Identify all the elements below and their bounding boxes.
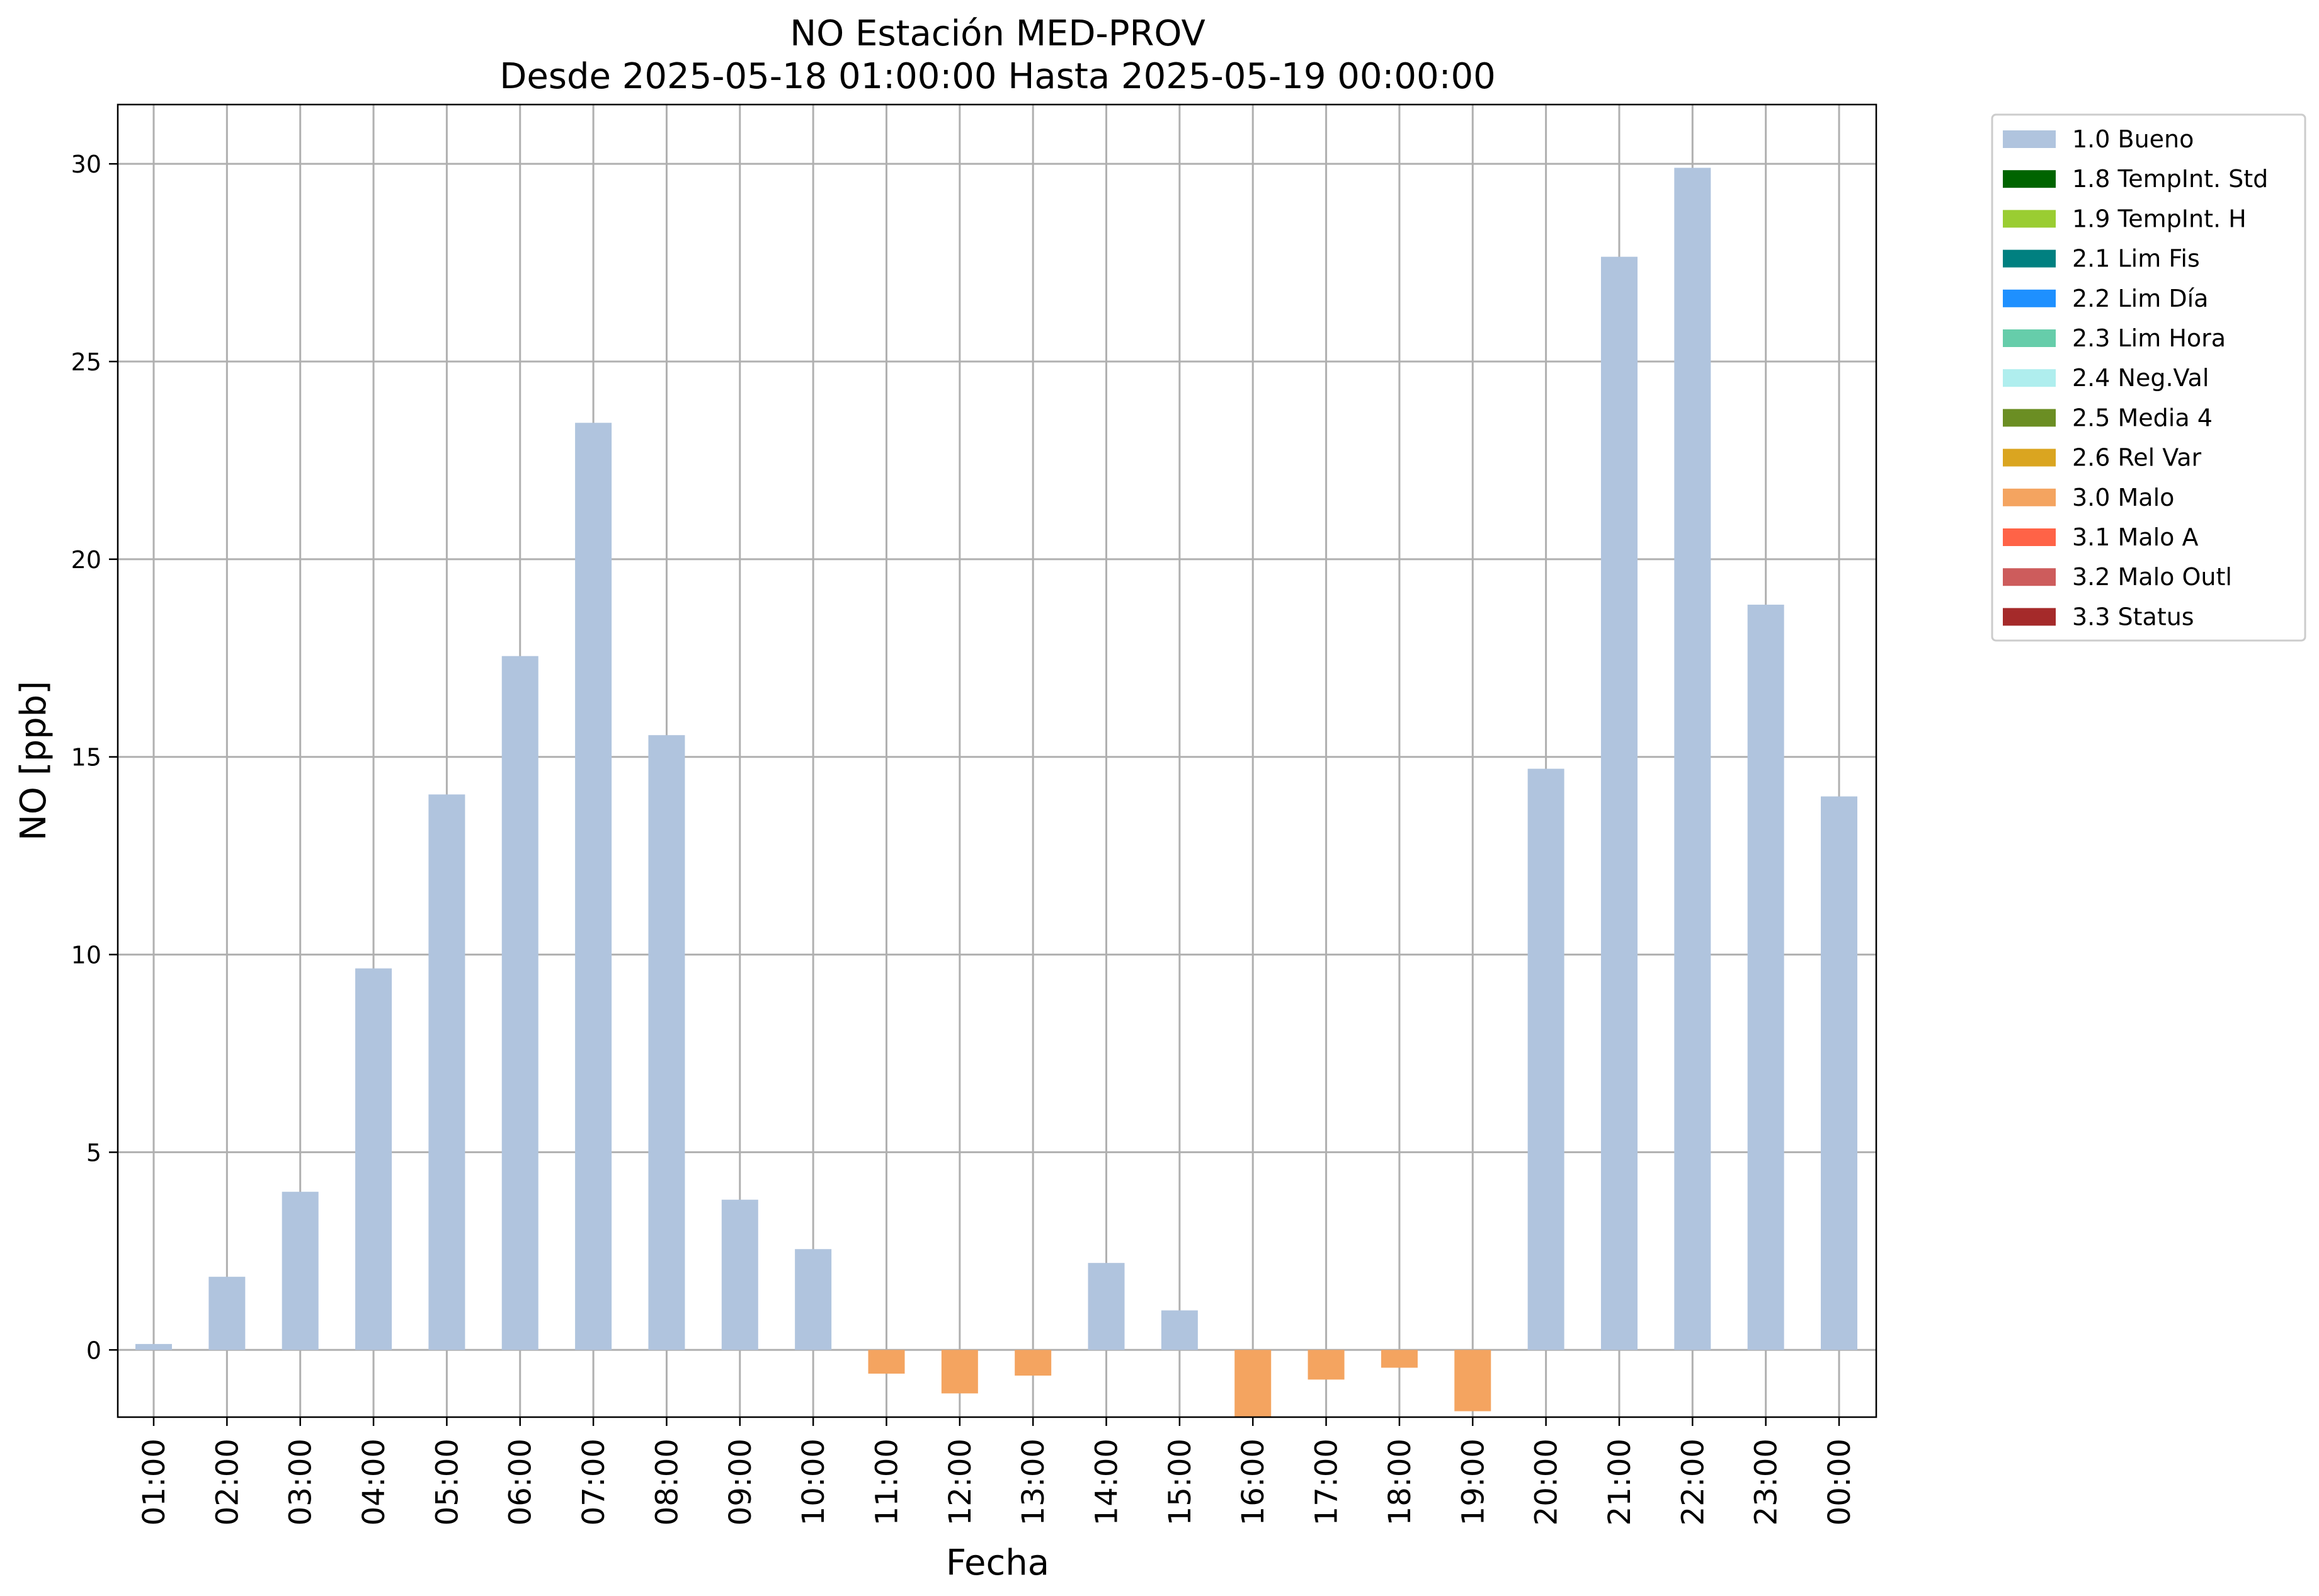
legend-label: 3.2 Malo Outl: [2072, 563, 2232, 591]
y-tick-label: 10: [71, 942, 101, 969]
x-tick-label: 02:00: [210, 1439, 245, 1525]
bar-11:00: [868, 1350, 905, 1374]
bar-02:00: [208, 1277, 246, 1350]
x-tick-label: 01:00: [137, 1439, 172, 1525]
legend-items: 1.0 Bueno 1.8 TempInt. Std 1.9 TempInt. H 2…: [2003, 125, 2268, 630]
bar-22:00: [1674, 168, 1711, 1350]
x-tick-label: 13:00: [1016, 1439, 1051, 1525]
bar-07:00: [575, 423, 612, 1350]
legend-swatch: [2003, 409, 2056, 427]
x-tick-label: 23:00: [1749, 1439, 1784, 1525]
legend-swatch: [2003, 170, 2056, 188]
bar-04:00: [355, 968, 392, 1350]
bar-05:00: [428, 794, 465, 1350]
y-tick-label: 25: [71, 348, 101, 376]
legend-swatch: [2003, 249, 2056, 268]
x-tick-label: 04:00: [356, 1439, 392, 1525]
bar-21:00: [1600, 256, 1638, 1350]
x-tick-label: 19:00: [1456, 1439, 1491, 1525]
x-tick-label: 00:00: [1822, 1439, 1857, 1525]
plot-frame: [117, 103, 1877, 1418]
legend-label: 2.6 Rel Var: [2072, 444, 2202, 472]
legend-label: 3.3 Status: [2072, 603, 2194, 630]
legend-swatch: [2003, 448, 2056, 467]
x-tick-label: 12:00: [943, 1439, 978, 1525]
x-tick-label: 20:00: [1529, 1439, 1564, 1525]
legend-swatch: [2003, 369, 2056, 387]
chart-title: NO Estación MED-PROV: [790, 13, 1205, 54]
bar-09:00: [721, 1199, 758, 1350]
bar-20:00: [1527, 768, 1564, 1350]
x-tick-label: 11:00: [869, 1439, 904, 1525]
legend: 1.0 Bueno 1.8 TempInt. Std 1.9 TempInt. H 2…: [1991, 113, 2306, 642]
legend-label: 2.3 Lim Hora: [2072, 324, 2226, 352]
chart-subtitle: Desde 2025-05-18 01:00:00 Hasta 2025-05-…: [499, 56, 1496, 97]
legend-label: 1.8 TempInt. Std: [2072, 165, 2268, 193]
x-tick-label: 21:00: [1602, 1439, 1638, 1525]
x-tick-label: 08:00: [649, 1439, 685, 1525]
y-tick-label: 20: [71, 546, 101, 574]
legend-label: 2.5 Media 4: [2072, 404, 2213, 431]
bar-00:00: [1821, 796, 1857, 1350]
bar-08:00: [648, 735, 685, 1350]
legend-swatch: [2003, 568, 2056, 586]
legend-label: 3.1 Malo A: [2072, 523, 2198, 551]
bar-19:00: [1454, 1350, 1491, 1411]
y-tick-label: 30: [71, 151, 101, 178]
bar-06:00: [501, 656, 538, 1350]
y-axis-ticks: 0 5 10 15 20 25 30: [71, 151, 118, 1364]
legend-swatch: [2003, 210, 2056, 228]
x-tick-label: 22:00: [1675, 1439, 1711, 1525]
bar-15:00: [1161, 1310, 1198, 1350]
bars: [135, 168, 1857, 1417]
legend-label: 3.0 Malo: [2072, 484, 2174, 511]
legend-label: 2.2 Lim Día: [2072, 285, 2208, 312]
legend-swatch: [2003, 608, 2056, 626]
x-tick-label: 10:00: [796, 1439, 831, 1525]
legend-frame: [1991, 113, 2306, 642]
y-axis-label: NO [ppb]: [13, 681, 54, 841]
y-tick-label: 0: [86, 1337, 101, 1364]
x-tick-label: 05:00: [430, 1439, 465, 1525]
bar-01:00: [135, 1343, 172, 1350]
y-gridlines: [118, 162, 1876, 1351]
bar-16:00: [1234, 1350, 1272, 1417]
x-tick-label: 14:00: [1090, 1439, 1125, 1525]
x-tick-label: 16:00: [1236, 1439, 1271, 1525]
legend-swatch: [2003, 488, 2056, 506]
x-tick-label: 17:00: [1309, 1439, 1345, 1525]
y-tick-label: 5: [86, 1139, 101, 1166]
x-tick-label: 09:00: [723, 1439, 758, 1525]
bar-17:00: [1308, 1350, 1345, 1380]
x-axis-ticks: 01:00 02:00 03:00 04:00 05:00 06:00 07:00 08:00…: [137, 1417, 1857, 1525]
legend-swatch: [2003, 289, 2056, 307]
y-tick-label: 15: [71, 744, 101, 772]
legend-label: 1.9 TempInt. H: [2072, 205, 2247, 232]
bar-10:00: [795, 1249, 832, 1350]
x-axis-label: Fecha: [946, 1542, 1049, 1583]
bar-23:00: [1747, 605, 1784, 1350]
plot-area: [118, 105, 1876, 1417]
legend-label: 1.0 Bueno: [2072, 125, 2194, 153]
x-tick-label: 15:00: [1163, 1439, 1198, 1525]
legend-swatch: [2003, 329, 2056, 347]
legend-label: 2.1 Lim Fis: [2072, 245, 2200, 273]
legend-swatch: [2003, 528, 2056, 546]
bar-03:00: [282, 1192, 319, 1350]
bar-13:00: [1015, 1350, 1052, 1376]
x-tick-label: 07:00: [576, 1439, 612, 1525]
x-tick-label: 03:00: [283, 1439, 319, 1525]
bar-14:00: [1088, 1263, 1125, 1350]
x-tick-label: 18:00: [1382, 1439, 1418, 1525]
x-tick-label: 06:00: [503, 1439, 538, 1525]
legend-label: 2.4 Neg.Val: [2072, 364, 2209, 392]
legend-swatch: [2003, 130, 2056, 148]
bar-18:00: [1381, 1350, 1418, 1368]
bar-12:00: [941, 1350, 978, 1394]
